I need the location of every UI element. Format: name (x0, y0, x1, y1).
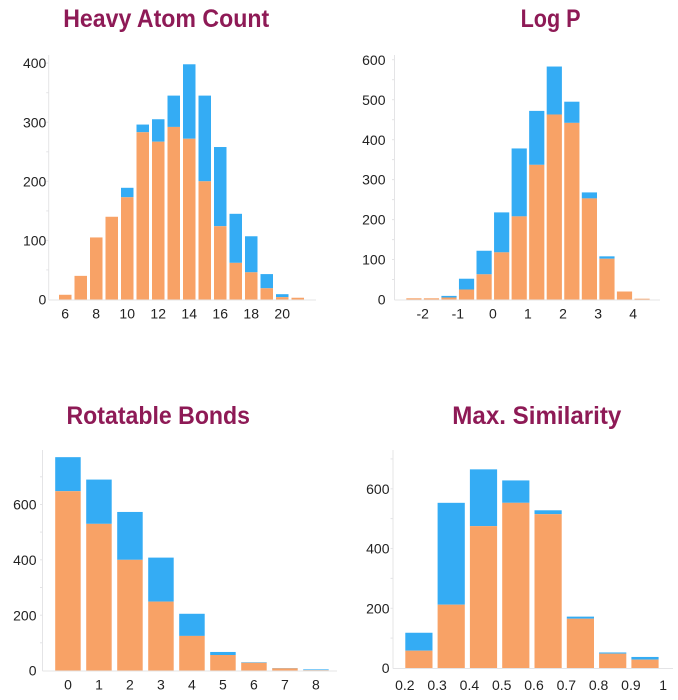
svg-text:200: 200 (366, 600, 390, 616)
svg-text:2: 2 (559, 306, 567, 322)
svg-text:0: 0 (29, 663, 37, 679)
svg-text:5: 5 (219, 677, 227, 693)
svg-text:200: 200 (362, 212, 386, 228)
svg-text:500: 500 (362, 92, 386, 108)
svg-text:400: 400 (362, 132, 386, 148)
svg-text:Heavy Atom Count: Heavy Atom Count (63, 5, 270, 33)
svg-text:18: 18 (243, 306, 259, 322)
svg-text:0.9: 0.9 (621, 677, 641, 693)
svg-text:-1: -1 (452, 306, 465, 322)
svg-text:100: 100 (23, 233, 47, 249)
svg-text:600: 600 (362, 52, 386, 68)
svg-text:0: 0 (64, 677, 72, 693)
svg-text:300: 300 (23, 114, 47, 130)
svg-text:16: 16 (212, 306, 228, 322)
svg-text:3: 3 (157, 677, 165, 693)
svg-text:400: 400 (13, 552, 37, 568)
svg-text:0.6: 0.6 (524, 677, 544, 693)
svg-text:1: 1 (524, 306, 532, 322)
svg-text:300: 300 (362, 172, 386, 188)
svg-text:4: 4 (629, 306, 637, 322)
svg-text:7: 7 (281, 677, 289, 693)
svg-text:20: 20 (274, 306, 290, 322)
svg-text:2: 2 (126, 677, 134, 693)
svg-text:3: 3 (594, 306, 602, 322)
svg-text:Log P: Log P (521, 5, 581, 33)
svg-text:8: 8 (312, 677, 320, 693)
svg-text:0.5: 0.5 (492, 677, 512, 693)
svg-text:Rotatable Bonds: Rotatable Bonds (67, 402, 251, 430)
svg-text:100: 100 (362, 252, 386, 268)
svg-text:0.3: 0.3 (427, 677, 447, 693)
svg-text:12: 12 (150, 306, 166, 322)
svg-text:Max. Similarity: Max. Similarity (452, 402, 621, 430)
svg-text:1: 1 (95, 677, 103, 693)
svg-text:0.4: 0.4 (460, 677, 480, 693)
svg-text:400: 400 (23, 55, 47, 71)
svg-text:200: 200 (13, 607, 37, 623)
svg-text:0: 0 (378, 292, 386, 308)
svg-text:400: 400 (366, 541, 390, 557)
svg-text:600: 600 (13, 497, 37, 513)
svg-text:0: 0 (382, 660, 390, 676)
svg-text:0.2: 0.2 (395, 677, 415, 693)
svg-text:4: 4 (188, 677, 196, 693)
svg-text:600: 600 (366, 481, 390, 497)
svg-text:0: 0 (489, 306, 497, 322)
svg-text:8: 8 (92, 306, 100, 322)
svg-text:-2: -2 (416, 306, 429, 322)
svg-text:200: 200 (23, 173, 47, 189)
svg-text:0.8: 0.8 (589, 677, 609, 693)
svg-text:1: 1 (659, 677, 667, 693)
svg-text:0.7: 0.7 (557, 677, 577, 693)
svg-text:6: 6 (250, 677, 258, 693)
svg-text:0: 0 (39, 292, 47, 308)
svg-text:10: 10 (119, 306, 135, 322)
svg-text:14: 14 (181, 306, 197, 322)
svg-text:6: 6 (61, 306, 69, 322)
